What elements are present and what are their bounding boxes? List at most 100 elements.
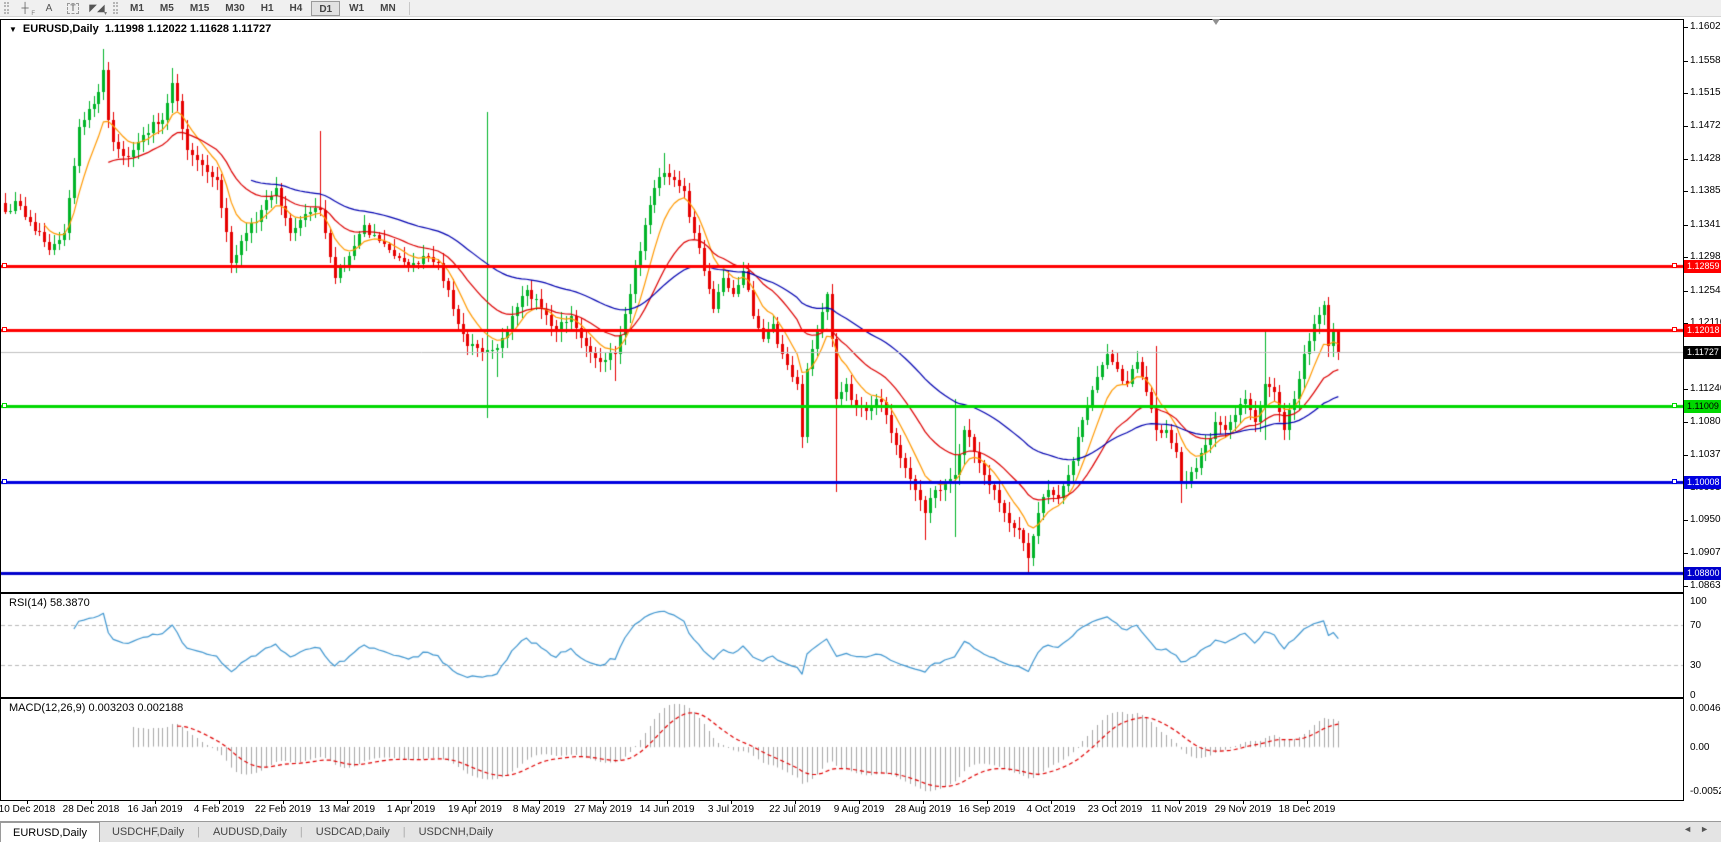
date-axis-tick xyxy=(475,801,476,804)
toolbar-grip[interactable] xyxy=(4,2,9,14)
price-level-badge: 1.12018 xyxy=(1684,324,1721,337)
date-axis-tick xyxy=(731,801,732,804)
date-axis-label: 16 Jan 2019 xyxy=(127,804,183,815)
date-axis-tick xyxy=(923,801,924,804)
chart-title: ▼ EURUSD,Daily 1.11998 1.12022 1.11628 1.… xyxy=(9,23,271,35)
price-axis-tick xyxy=(1684,454,1688,456)
scroll-right-icon[interactable]: ► xyxy=(1700,824,1717,834)
drawing-tools: ┼ F A T ◤◢ ▾ xyxy=(13,1,109,17)
timeframe-m5-button[interactable]: M5 xyxy=(159,2,174,14)
date-axis-tick xyxy=(283,801,284,804)
date-axis-tick xyxy=(1051,801,1052,804)
tab-separator: | xyxy=(402,826,406,838)
price-axis-tick xyxy=(1684,586,1688,588)
price-axis-tick xyxy=(1684,290,1688,292)
hline-handle[interactable] xyxy=(1672,263,1677,269)
symbol-label: EURUSD,Daily xyxy=(22,23,99,35)
crosshair-icon[interactable]: ┼ F xyxy=(21,2,35,17)
timeframe-m30-button[interactable]: M30 xyxy=(225,2,245,14)
date-axis-label: 18 Dec 2019 xyxy=(1278,804,1336,815)
tab-usdcnh[interactable]: USDCNH,Daily xyxy=(418,826,494,838)
date-axis-label: 11 Nov 2019 xyxy=(1151,804,1207,815)
hline-handle[interactable] xyxy=(2,479,7,485)
price-axis-tick-label: 1.14720 xyxy=(1690,119,1721,131)
date-axis-label: 14 Jun 2019 xyxy=(639,804,695,815)
tab-usdcad[interactable]: USDCAD,Daily xyxy=(315,826,390,838)
timeframe-d1-button[interactable]: D1 xyxy=(311,0,341,16)
timeframe-h1-button[interactable]: H1 xyxy=(260,2,274,14)
text-label-icon[interactable]: T xyxy=(61,1,85,16)
date-axis-label: 1 Apr 2019 xyxy=(386,804,436,815)
price-axis-tick-label: 1.15580 xyxy=(1690,54,1721,66)
date-axis-tick xyxy=(411,801,412,804)
date-axis-label: 19 Apr 2019 xyxy=(448,804,502,815)
price-axis-tick xyxy=(1684,191,1688,193)
hline-handle[interactable] xyxy=(1672,327,1677,332)
chart-tab-bar: EURUSD,Daily USDCHF,Daily | AUDUSD,Daily | US… xyxy=(0,821,1721,842)
rsi-canvas[interactable] xyxy=(1,594,1683,697)
date-axis-label: 4 Oct 2019 xyxy=(1026,804,1076,815)
price-axis-tick-label: 1.15150 xyxy=(1690,87,1721,99)
date-axis-label: 9 Aug 2019 xyxy=(833,804,885,815)
toolbar-separator xyxy=(408,1,410,15)
objects-icon[interactable]: ◤◢ ▾ xyxy=(89,2,107,17)
date-axis-tick xyxy=(539,801,540,804)
price-axis-tick-label: 1.10370 xyxy=(1690,448,1721,460)
hline-handle[interactable] xyxy=(1672,479,1677,485)
tab-usdchf[interactable]: USDCHF,Daily xyxy=(111,826,185,838)
tab-separator: | xyxy=(197,826,200,838)
ohlc-open: 1.11998 xyxy=(104,23,144,35)
price-axis-tick xyxy=(1684,27,1688,29)
timeframe-w1-button[interactable]: W1 xyxy=(349,2,365,14)
hline-handle[interactable] xyxy=(2,327,7,332)
price-level-badge: 1.10008 xyxy=(1684,476,1721,490)
date-axis-label: 13 Mar 2019 xyxy=(318,804,376,815)
price-axis-tick-label: 1.12540 xyxy=(1690,284,1721,296)
timeframe-m1-button[interactable]: M1 xyxy=(130,2,144,14)
ohlc-high: 1.12022 xyxy=(147,23,187,35)
date-axis-label: 28 Dec 2018 xyxy=(62,804,120,815)
timeframe-h4-button[interactable]: H4 xyxy=(289,2,303,14)
date-axis-tick xyxy=(795,801,796,804)
hline-handle[interactable] xyxy=(2,263,7,269)
tab-audusd[interactable]: AUDUSD,Daily xyxy=(212,826,287,838)
price-axis-tick-label: 1.14280 xyxy=(1690,152,1721,164)
price-axis-tick xyxy=(1684,520,1688,522)
collapse-icon[interactable]: ▼ xyxy=(9,25,17,34)
tab-eurusd[interactable]: EURUSD,Daily xyxy=(0,821,100,842)
hline-handle[interactable] xyxy=(2,403,7,409)
rsi-level-label: 100 xyxy=(1690,596,1707,607)
chart-shift-marker-icon[interactable] xyxy=(1212,19,1220,25)
scroll-left-icon[interactable]: ◄ xyxy=(1683,824,1701,834)
price-axis-tick xyxy=(1684,257,1688,259)
macd-axis-label: -0.00529 xyxy=(1690,786,1721,798)
price-chart-canvas[interactable] xyxy=(1,20,1683,592)
tab-separator: | xyxy=(299,826,303,838)
timeframe-mn-button[interactable]: MN xyxy=(380,2,396,14)
main-chart-pane: ▼ EURUSD,Daily 1.11998 1.12022 1.11628 1.… xyxy=(0,19,1684,593)
price-axis-tick-label: 1.09070 xyxy=(1690,546,1721,558)
date-axis-tick xyxy=(91,801,92,804)
date-axis: 10 Dec 2018 28 Dec 2018 16 Jan 2019 4 Feb 2… xyxy=(0,801,1684,821)
date-axis-tick xyxy=(667,801,668,804)
date-axis-label: 22 Jul 2019 xyxy=(769,804,821,815)
toolbar-grip-2[interactable] xyxy=(113,2,118,14)
date-axis-tick xyxy=(27,801,28,804)
price-axis-tick-label: 1.09500 xyxy=(1690,514,1721,526)
date-axis-tick xyxy=(1307,801,1308,804)
timeframe-m15-button[interactable]: M15 xyxy=(189,2,210,14)
price-level-badge: 1.08800 xyxy=(1684,567,1721,581)
hline-handle[interactable] xyxy=(1672,403,1677,409)
date-axis-label: 3 Jul 2019 xyxy=(707,804,755,815)
ohlc-close: 1.11727 xyxy=(232,23,272,35)
timeframe-group: M1 M5 M15 M30 H1 H4 D1 W1 MN xyxy=(122,0,404,16)
date-axis-label: 28 Aug 2019 xyxy=(894,804,952,815)
text-icon[interactable]: A xyxy=(45,2,53,14)
date-axis-label: 27 May 2019 xyxy=(574,804,632,815)
rsi-level-label: 30 xyxy=(1690,660,1702,671)
macd-canvas[interactable] xyxy=(1,699,1683,800)
price-axis-tick xyxy=(1684,388,1688,390)
date-axis-tick xyxy=(603,801,604,804)
rsi-label: RSI(14) 58.3870 xyxy=(9,597,90,609)
